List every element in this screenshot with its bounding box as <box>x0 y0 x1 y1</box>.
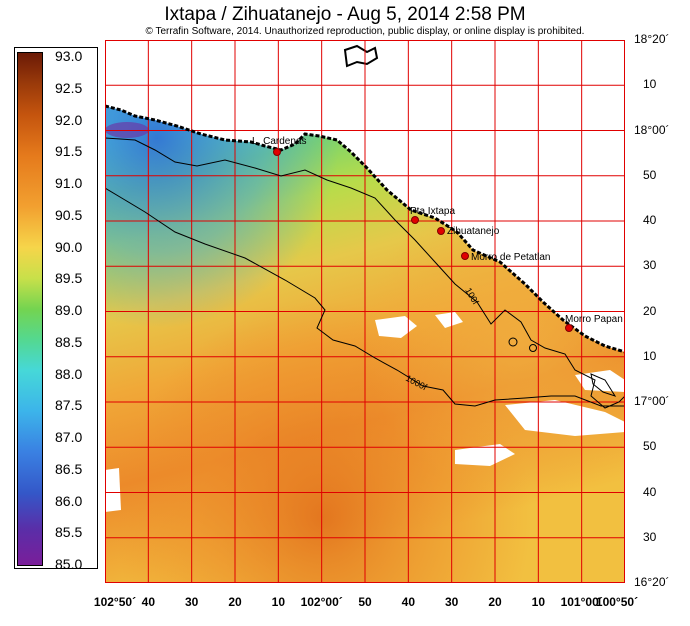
longitude-label: 30 <box>444 595 459 609</box>
colorbar-label: 86.0 <box>55 492 83 509</box>
latitude-label: 30 <box>643 258 657 273</box>
temperature-colorbar: 93.0 92.5 92.0 91.5 91.0 90.5 90.0 89.5 89.0 88.5… <box>14 47 98 572</box>
place-label-pta-ixtapa: Pta Ixtapa <box>410 206 456 217</box>
longitude-label: 100°50´ <box>595 595 639 609</box>
longitude-label: 20 <box>488 595 502 609</box>
place-label-l-cardenas: L. Cardenas <box>252 136 307 147</box>
latitude-label: 50 <box>643 167 657 182</box>
latitude-label: 17°00´ <box>634 394 670 408</box>
longitude-label: 102°00´ <box>300 595 343 609</box>
latitude-label: 18°00´ <box>634 122 670 137</box>
colorbar-label: 92.0 <box>55 111 83 128</box>
colorbar-label: 85.5 <box>55 524 83 541</box>
latitude-label: 16°20´ <box>634 575 670 589</box>
colorbar-label: 89.0 <box>55 302 83 318</box>
colorbar-gradient <box>17 52 43 566</box>
latitude-label: 50 <box>643 439 657 454</box>
colorbar-label: 87.0 <box>55 429 83 445</box>
marker-morro-de-petatlan <box>461 252 469 260</box>
colorbar-label: 88.0 <box>55 365 83 382</box>
contour-1000f <box>105 187 625 407</box>
marker-morro-papan <box>565 324 573 332</box>
marker-pta-ixtapa <box>411 216 419 224</box>
colorbar-label: 90.5 <box>55 206 83 223</box>
colorbar-label: 92.5 <box>55 79 83 96</box>
longitude-label: 10 <box>271 595 286 609</box>
place-label-morro-de-petatlan: Morro de Petatlan <box>471 252 551 263</box>
longitude-label: 30 <box>184 595 199 609</box>
colorbar-label: 86.5 <box>55 460 83 477</box>
longitude-label: 40 <box>401 595 416 609</box>
map-title: Ixtapa / Zihuatanejo - Aug 5, 2014 2:58 … <box>164 4 526 25</box>
colorbar-label: 90.0 <box>55 238 83 255</box>
contour-100f <box>105 137 625 409</box>
latitude-label: 40 <box>643 213 657 227</box>
colorbar-label: 89.5 <box>55 270 83 287</box>
latitude-label: 30 <box>643 529 657 544</box>
latitude-label: 10 <box>643 77 657 92</box>
marker-zihuatanejo <box>437 227 445 235</box>
latitude-label: 18°20´ <box>634 32 670 46</box>
latitude-label: 10 <box>643 348 657 363</box>
marker-l-cardenas <box>273 148 281 156</box>
colorbar-label: 88.5 <box>55 333 83 350</box>
longitude-label: 101°00´ <box>560 595 603 609</box>
sea-surface-temperature-map: 100f 1000f <box>105 40 625 583</box>
place-label-zihuatanejo: Zihuatanejo <box>447 226 500 237</box>
latitude-label: 40 <box>643 484 657 499</box>
longitude-label: 10 <box>531 595 546 609</box>
colorbar-label: 87.5 <box>55 397 83 414</box>
colorbar-label: 85.0 <box>55 556 83 572</box>
colorbar-label: 91.5 <box>55 143 83 160</box>
colorbar-label: 91.0 <box>55 175 83 191</box>
coastline <box>105 104 625 354</box>
longitude-label: 20 <box>228 595 242 609</box>
longitude-label: 40 <box>141 595 156 609</box>
copyright-notice: © Terrafin Software, 2014. Unauthorized … <box>145 26 585 37</box>
longitude-label: 102°50´ <box>93 595 137 609</box>
colorbar-label: 93.0 <box>55 48 83 64</box>
longitude-label: 50 <box>358 595 372 609</box>
cloud-mask <box>105 312 625 512</box>
place-label-morro-papan: Morro Papan <box>565 314 623 325</box>
place-markers <box>273 148 573 332</box>
inland-lake <box>343 44 379 68</box>
latitude-label: 20 <box>643 303 657 318</box>
